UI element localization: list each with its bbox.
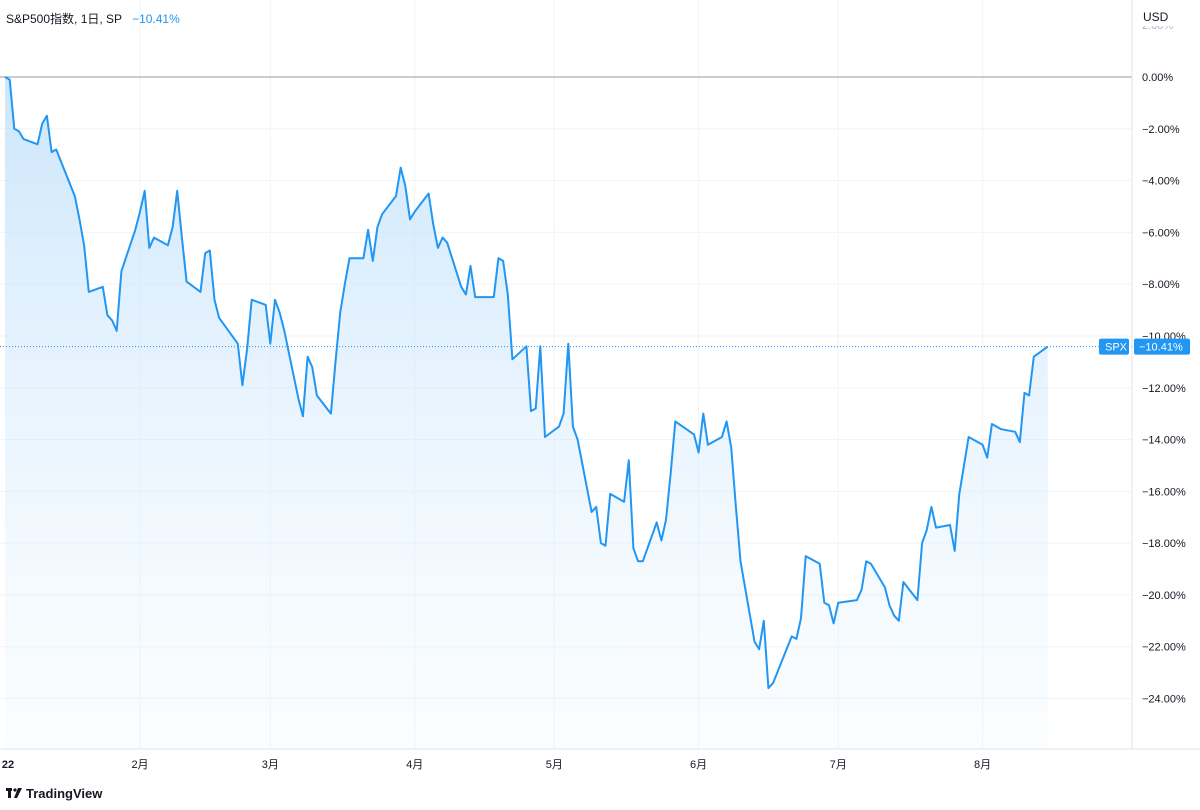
x-tick-label: 6月: [690, 759, 707, 771]
tradingview-brand[interactable]: TradingView: [6, 786, 102, 801]
y-tick-label: −12.00%: [1142, 383, 1186, 395]
y-tick-label: −2.00%: [1142, 124, 1180, 136]
symbol-title[interactable]: S&P500指数, 1日, SP: [6, 12, 123, 26]
last-label-value: −10.41%: [1139, 342, 1183, 354]
y-tick-label: −4.00%: [1142, 176, 1180, 188]
x-tick-label: 8月: [974, 759, 991, 771]
last-label-symbol-box: [1099, 338, 1129, 355]
x-tick-label: 4月: [406, 759, 423, 771]
chart-header: S&P500指数, 1日, SP −10.41%: [6, 10, 180, 27]
x-tick-label: 7月: [830, 759, 847, 771]
x-axis: 22 2月 3月 4月 5月 6月 7月 8月: [2, 759, 991, 771]
y-tick-label: −24.00%: [1142, 694, 1186, 706]
y-tick-label: −8.00%: [1142, 279, 1180, 291]
y-tick-label: −20.00%: [1142, 590, 1186, 602]
currency-label[interactable]: USD: [1143, 10, 1169, 24]
y-axis: 0.00%−2.00%−4.00%−6.00%−8.00%−10.00%−12.…: [1133, 0, 1200, 706]
x-tick-label: 3月: [262, 759, 279, 771]
x-tick-label: 5月: [546, 759, 563, 771]
y-tick-label: −18.00%: [1142, 538, 1186, 550]
tradingview-logo-icon: [6, 786, 22, 801]
series-line: [4, 76, 1049, 690]
y-tick-label: −6.00%: [1142, 227, 1180, 239]
brand-name: TradingView: [26, 786, 103, 801]
last-label-symbol: SPX: [1105, 342, 1128, 354]
x-tick-label: 22: [2, 759, 14, 771]
y-axis-top-mask: [1133, 0, 1200, 26]
last-value-label: SPX −10.41%: [1099, 338, 1190, 355]
y-tick-label: −22.00%: [1142, 642, 1186, 654]
x-tick-label: 2月: [131, 759, 148, 771]
y-tick-label: 0.00%: [1142, 72, 1173, 84]
area-fill: [5, 77, 1048, 749]
y-tick-label: −14.00%: [1142, 435, 1186, 447]
y-tick-label: −16.00%: [1142, 486, 1186, 498]
change-percent: −10.41%: [132, 11, 180, 26]
last-label-value-box: [1134, 338, 1190, 355]
